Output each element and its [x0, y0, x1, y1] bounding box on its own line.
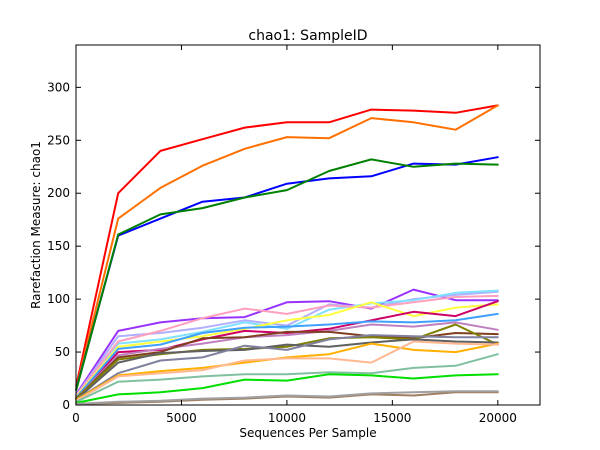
- y-tick-label: 250: [47, 133, 70, 147]
- y-tick-label: 200: [47, 186, 70, 200]
- series-line-19: [75, 353, 499, 403]
- y-tick-label: 0: [62, 398, 70, 412]
- y-axis-label: Rarefaction Measure: chao1: [29, 141, 43, 309]
- series-line-22: [75, 390, 499, 405]
- series-line-2: [75, 104, 499, 390]
- chart-title: chao1: SampleID: [248, 28, 367, 44]
- x-axis-label: Sequences Per Sample: [239, 426, 376, 440]
- series-line-15: [75, 338, 499, 401]
- series-line-4: [75, 158, 499, 392]
- y-tick-label: 100: [47, 292, 70, 306]
- series-line-1: [75, 104, 499, 387]
- x-tick-label: 20000: [479, 411, 517, 425]
- series-line-11: [75, 312, 499, 399]
- series-line-5: [75, 288, 499, 396]
- series-line-20: [75, 373, 499, 404]
- x-tick-label: 0: [72, 411, 80, 425]
- series-line-18: [75, 340, 499, 402]
- series-line-12: [75, 321, 499, 400]
- y-tick-label: 50: [55, 345, 70, 359]
- x-tick-label: 5000: [166, 411, 197, 425]
- series-layer: [75, 104, 499, 405]
- series-line-3: [75, 156, 499, 391]
- y-tick-label: 300: [47, 80, 70, 94]
- series-line-16: [75, 334, 499, 401]
- y-tick-label: 150: [47, 239, 70, 253]
- plot-frame: [75, 44, 541, 406]
- x-tick-label: 10000: [268, 411, 306, 425]
- series-line-8: [75, 294, 499, 397]
- ticks-layer: 0 5000 10000 15000 20000 0 50 100 150 200 250 300: [47, 45, 540, 425]
- x-tick-label: 15000: [373, 411, 411, 425]
- series-line-7: [75, 289, 499, 398]
